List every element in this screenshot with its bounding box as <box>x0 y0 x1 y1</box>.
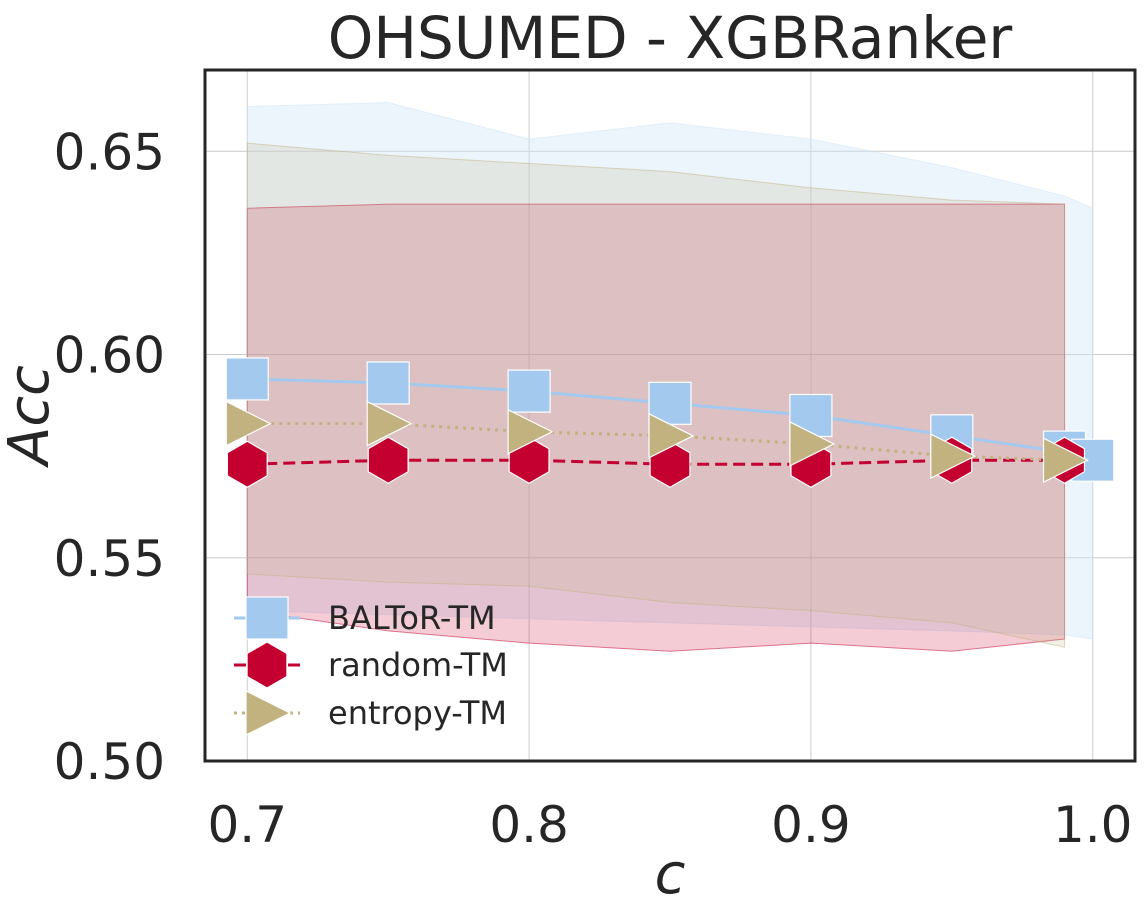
series-markers <box>225 357 1115 488</box>
marker-entropy-tm <box>1042 437 1089 484</box>
marker-entropy-tm <box>789 420 836 467</box>
legend-marker-baltor-tm <box>245 596 289 640</box>
y-axis-label: Acc <box>0 365 62 468</box>
marker-entropy-tm <box>225 400 272 447</box>
y-tick-label: 0.55 <box>54 530 165 588</box>
marker-baltor-tm <box>648 381 692 425</box>
y-tick-labels: 0.50 0.55 0.60 0.65 <box>54 123 165 791</box>
y-tick-label: 0.60 <box>54 327 165 385</box>
plot-frame <box>203 68 1137 763</box>
legend-marker-entropy-tm <box>245 690 292 736</box>
x-tick-labels: 0.7 0.8 0.9 1.0 <box>208 796 1133 854</box>
legend-label: BALToR-TM <box>328 599 496 637</box>
marker-baltor-tm <box>366 361 410 405</box>
legend-label: random-TM <box>328 646 508 684</box>
marker-entropy-tm <box>648 412 695 459</box>
marker-entropy-tm <box>507 408 554 455</box>
x-tick-label: 0.7 <box>208 796 288 854</box>
band-baltor-tm <box>246 102 1094 640</box>
legend: BALToR-TM random-TM entropy-TM <box>234 596 508 736</box>
x-tick-label: 0.8 <box>489 796 569 854</box>
y-tick-label: 0.65 <box>54 123 165 181</box>
marker-random-tm <box>226 440 268 488</box>
legend-marker-random-tm <box>246 641 288 689</box>
marker-baltor-tm <box>225 357 269 401</box>
x-tick-label: 0.9 <box>771 796 851 854</box>
x-axis-label: c <box>655 842 686 907</box>
x-tick-label: 1.0 <box>1053 796 1133 854</box>
marker-entropy-tm <box>366 400 413 447</box>
marker-entropy-tm <box>930 433 977 480</box>
y-tick-label: 0.50 <box>54 733 165 791</box>
legend-label: entropy-TM <box>328 694 507 732</box>
marker-random-tm <box>367 436 409 484</box>
chart-title: OHSUMED - XGBRanker <box>328 4 1013 72</box>
marker-baltor-tm <box>507 369 551 413</box>
